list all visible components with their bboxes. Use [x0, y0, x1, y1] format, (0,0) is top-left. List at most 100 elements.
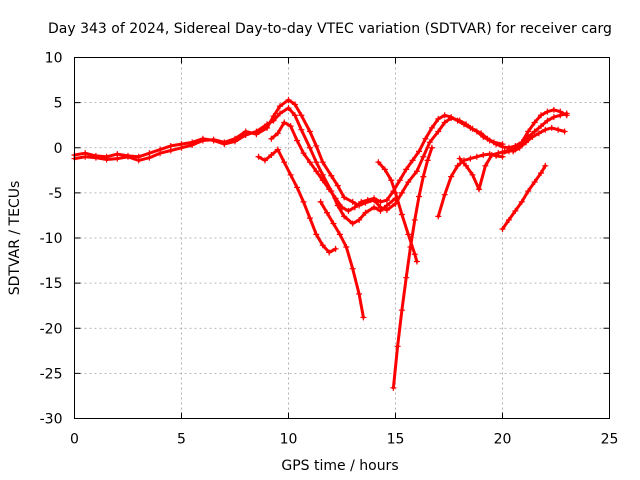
data-point [448, 114, 455, 121]
y-tick-label: -10 [40, 231, 63, 247]
data-point [306, 215, 313, 222]
plot-area [71, 96, 570, 391]
y-tick-label: -5 [49, 186, 63, 202]
data-point [538, 170, 545, 177]
series-sat-d [317, 198, 367, 321]
data-point [544, 108, 551, 115]
data-point [383, 197, 390, 204]
data-point [441, 191, 448, 198]
data-point [409, 157, 416, 164]
series-line [376, 160, 419, 263]
data-point [480, 151, 487, 158]
series-sat-e [375, 159, 420, 265]
data-point [253, 128, 260, 135]
chart-title: Day 343 of 2024, Sidereal Day-to-day VTE… [48, 21, 612, 37]
series-sat-b [71, 105, 399, 227]
data-point [525, 128, 532, 135]
data-point [268, 151, 275, 158]
data-point [349, 265, 356, 272]
y-tick-label: 10 [45, 51, 63, 67]
data-point [274, 146, 281, 153]
data-point [416, 193, 423, 200]
data-point [561, 128, 568, 135]
data-point [326, 186, 333, 193]
data-point [294, 184, 301, 191]
data-point [371, 195, 378, 202]
data-point [199, 135, 206, 142]
data-point [375, 159, 382, 166]
series-line [73, 98, 504, 212]
data-point [473, 128, 480, 135]
series-line [501, 164, 547, 231]
data-point [548, 124, 555, 131]
data-point [557, 108, 564, 115]
data-point [535, 130, 542, 137]
data-point [285, 96, 292, 103]
data-point [328, 172, 335, 179]
data-point [210, 137, 217, 144]
data-point [463, 162, 470, 169]
data-point [493, 141, 500, 148]
y-tick-label: -30 [40, 412, 63, 428]
data-point [332, 245, 339, 252]
y-tick-label: 5 [54, 96, 63, 112]
data-point [518, 198, 525, 205]
data-point [178, 141, 185, 148]
data-point [390, 384, 397, 391]
data-point [264, 121, 271, 128]
data-point [422, 135, 429, 142]
data-point [388, 177, 395, 184]
series-line [436, 152, 504, 218]
data-point [405, 179, 412, 186]
data-point [469, 171, 476, 178]
y-axis-label: SDTVAR / TECUs [7, 181, 23, 296]
data-point [326, 249, 333, 256]
data-point [306, 144, 313, 151]
data-point [92, 152, 99, 159]
data-point [319, 159, 326, 166]
data-point [538, 112, 545, 119]
data-point [377, 207, 384, 214]
data-point [313, 168, 320, 175]
data-point [531, 128, 538, 135]
series-line [391, 146, 434, 390]
data-point [460, 121, 467, 128]
data-point [313, 231, 320, 238]
data-point [349, 198, 356, 205]
data-point [276, 103, 283, 110]
data-point [341, 213, 348, 220]
data-point [334, 182, 341, 189]
data-point [454, 162, 461, 169]
data-point [420, 173, 427, 180]
series-sat-l [255, 146, 339, 256]
data-point [285, 105, 292, 112]
data-point [114, 151, 121, 158]
data-point [298, 126, 305, 133]
data-point [426, 139, 433, 146]
axes: 0 5 10 15 20 25 -30 -25 -20 -15 -10 -5 0 5 10 [40, 51, 619, 448]
data-point [510, 148, 517, 155]
data-point [146, 150, 153, 157]
data-point [125, 152, 131, 159]
data-point [405, 231, 412, 238]
data-point [542, 162, 549, 169]
data-point [319, 177, 326, 184]
data-point [398, 189, 405, 196]
data-point [413, 258, 420, 265]
data-point [242, 132, 249, 139]
data-point [428, 124, 435, 131]
data-point [512, 207, 519, 214]
data-point [358, 198, 365, 205]
data-point [135, 153, 142, 160]
data-point [274, 130, 281, 137]
data-point [516, 144, 523, 151]
data-point [319, 171, 326, 178]
data-point [291, 101, 298, 108]
data-point [473, 153, 480, 160]
data-point [300, 198, 307, 205]
data-point [398, 211, 405, 218]
series-line [319, 200, 365, 319]
data-point [232, 138, 238, 145]
data-point [356, 216, 363, 223]
data-point [298, 112, 305, 119]
